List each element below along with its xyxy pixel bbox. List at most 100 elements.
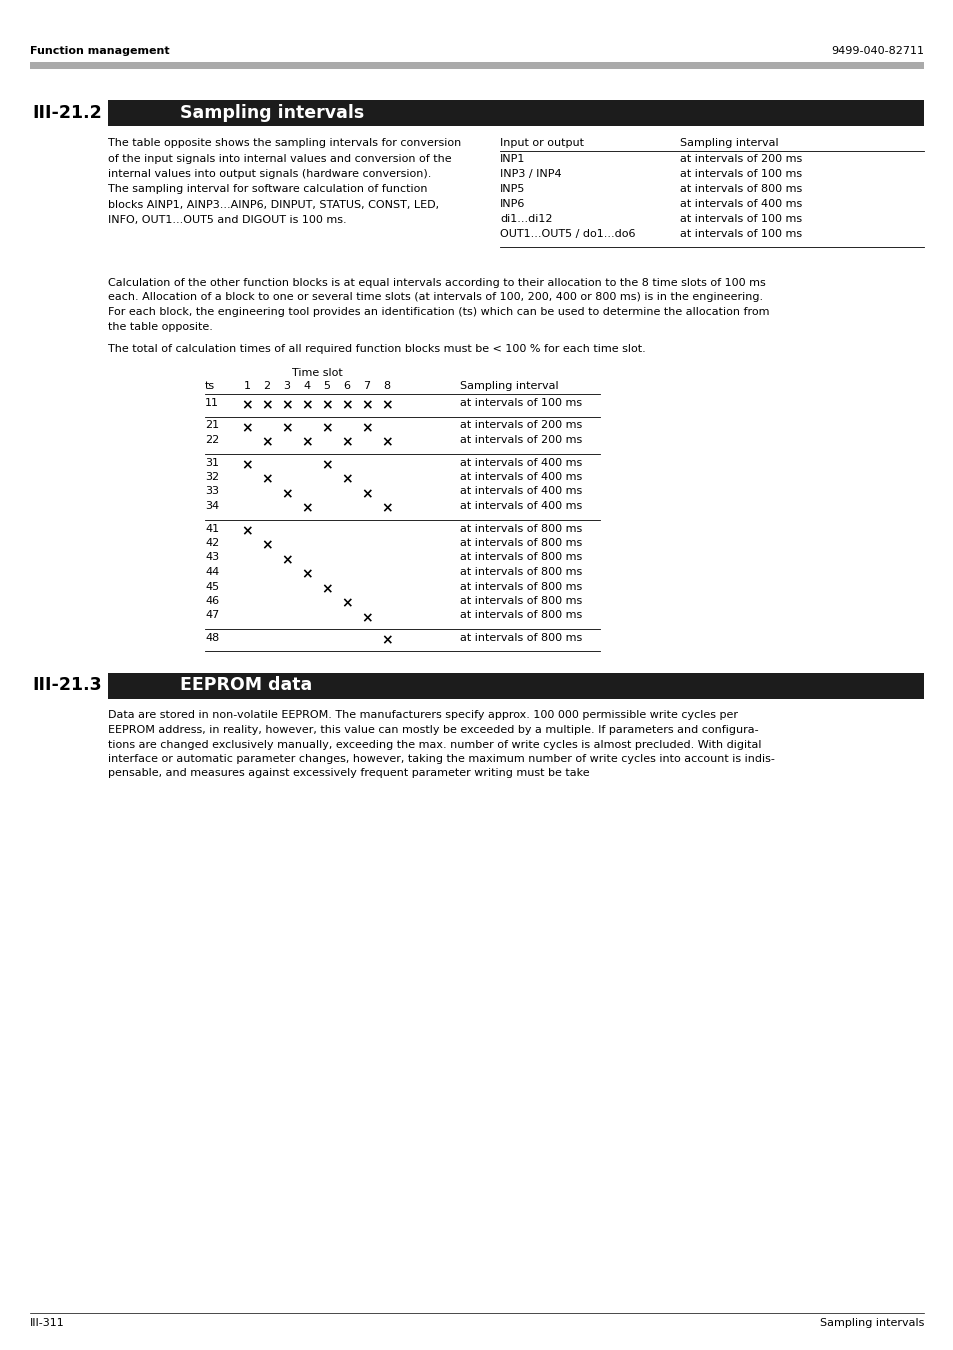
Text: ×: × <box>381 436 393 450</box>
Text: 48: 48 <box>205 633 219 643</box>
Text: at intervals of 100 ms: at intervals of 100 ms <box>679 215 801 224</box>
Text: ×: × <box>281 554 293 567</box>
Text: at intervals of 200 ms: at intervals of 200 ms <box>459 420 581 431</box>
Text: at intervals of 200 ms: at intervals of 200 ms <box>679 154 801 163</box>
Text: Sampling interval: Sampling interval <box>679 138 778 148</box>
Text: III-21.2: III-21.2 <box>32 104 102 122</box>
Text: 41: 41 <box>205 524 219 533</box>
Text: ×: × <box>381 633 393 648</box>
Text: at intervals of 400 ms: at intervals of 400 ms <box>459 472 581 482</box>
Text: ×: × <box>341 472 353 486</box>
Text: The total of calculation times of all required function blocks must be < 100 % f: The total of calculation times of all re… <box>108 344 645 354</box>
Text: at intervals of 800 ms: at intervals of 800 ms <box>459 552 581 563</box>
Text: ×: × <box>261 436 273 450</box>
Text: ×: × <box>361 612 373 625</box>
Text: ×: × <box>361 487 373 501</box>
Text: of the input signals into internal values and conversion of the: of the input signals into internal value… <box>108 154 451 163</box>
Text: at intervals of 400 ms: at intervals of 400 ms <box>459 458 581 467</box>
Text: INP6: INP6 <box>499 198 525 209</box>
Text: at intervals of 800 ms: at intervals of 800 ms <box>459 524 581 533</box>
Text: ×: × <box>301 567 313 582</box>
Text: ×: × <box>261 539 273 552</box>
Text: 32: 32 <box>205 472 219 482</box>
Text: INP1: INP1 <box>499 154 525 163</box>
Text: 3: 3 <box>283 381 291 392</box>
Text: INP3 / INP4: INP3 / INP4 <box>499 169 561 180</box>
Text: ×: × <box>321 421 333 435</box>
Text: blocks AINP1, AINP3...AINP6, DINPUT, STATUS, CONST, LED,: blocks AINP1, AINP3...AINP6, DINPUT, STA… <box>108 200 438 211</box>
Text: ×: × <box>261 398 273 413</box>
Bar <box>108 100 923 126</box>
Text: ×: × <box>281 398 293 413</box>
Text: internal values into output signals (hardware conversion).: internal values into output signals (har… <box>108 169 431 180</box>
Text: at intervals of 400 ms: at intervals of 400 ms <box>679 198 801 209</box>
Text: Sampling intervals: Sampling intervals <box>819 1318 923 1328</box>
Text: EEPROM data: EEPROM data <box>180 676 312 694</box>
Text: ×: × <box>361 421 373 435</box>
Text: ×: × <box>241 458 253 472</box>
Text: 45: 45 <box>205 582 219 591</box>
Text: at intervals of 800 ms: at intervals of 800 ms <box>459 567 581 576</box>
Text: ×: × <box>261 472 273 486</box>
Text: ×: × <box>241 524 253 539</box>
Text: The table opposite shows the sampling intervals for conversion: The table opposite shows the sampling in… <box>108 138 460 148</box>
Text: For each block, the engineering tool provides an identification (ts) which can b: For each block, the engineering tool pro… <box>108 306 769 317</box>
Text: at intervals of 800 ms: at intervals of 800 ms <box>459 582 581 591</box>
Text: ×: × <box>381 398 393 413</box>
Text: EEPROM address, in reality, however, this value can mostly be exceeded by a mult: EEPROM address, in reality, however, thi… <box>108 725 758 734</box>
Text: Time slot: Time slot <box>292 369 342 378</box>
Text: 7: 7 <box>363 381 370 392</box>
Text: ×: × <box>281 487 293 501</box>
Text: III-21.3: III-21.3 <box>32 676 102 694</box>
Text: 34: 34 <box>205 501 219 512</box>
Text: Sampling intervals: Sampling intervals <box>180 104 364 122</box>
Text: ×: × <box>241 421 253 435</box>
Text: at intervals of 100 ms: at intervals of 100 ms <box>459 398 581 408</box>
Text: ×: × <box>321 582 333 595</box>
Text: INFO, OUT1...OUT5 and DIGOUT is 100 ms.: INFO, OUT1...OUT5 and DIGOUT is 100 ms. <box>108 216 346 225</box>
Text: 5: 5 <box>323 381 330 392</box>
Text: 43: 43 <box>205 552 219 563</box>
Text: at intervals of 100 ms: at intervals of 100 ms <box>679 230 801 239</box>
Text: III-311: III-311 <box>30 1318 65 1328</box>
Text: Calculation of the other function blocks is at equal intervals according to thei: Calculation of the other function blocks… <box>108 278 765 288</box>
Text: 44: 44 <box>205 567 219 576</box>
Text: ×: × <box>341 436 353 450</box>
Text: ×: × <box>361 398 373 413</box>
Text: OUT1...OUT5 / do1...do6: OUT1...OUT5 / do1...do6 <box>499 230 635 239</box>
Text: at intervals of 400 ms: at intervals of 400 ms <box>459 501 581 512</box>
Text: at intervals of 100 ms: at intervals of 100 ms <box>679 169 801 180</box>
Text: the table opposite.: the table opposite. <box>108 321 213 332</box>
Text: INP5: INP5 <box>499 184 525 194</box>
Text: The sampling interval for software calculation of function: The sampling interval for software calcu… <box>108 185 427 194</box>
Text: at intervals of 200 ms: at intervals of 200 ms <box>459 435 581 446</box>
Text: 2: 2 <box>263 381 271 392</box>
Text: 22: 22 <box>205 435 219 446</box>
Text: 46: 46 <box>205 595 219 606</box>
Text: 1: 1 <box>243 381 251 392</box>
Text: 31: 31 <box>205 458 219 467</box>
Text: Sampling interval: Sampling interval <box>459 381 558 392</box>
Text: Function management: Function management <box>30 46 170 55</box>
Text: ×: × <box>301 398 313 413</box>
Text: ×: × <box>321 398 333 413</box>
Text: at intervals of 800 ms: at intervals of 800 ms <box>679 184 801 194</box>
Text: 4: 4 <box>303 381 311 392</box>
Text: at intervals of 400 ms: at intervals of 400 ms <box>459 486 581 497</box>
Text: ×: × <box>281 421 293 435</box>
Text: 47: 47 <box>205 610 219 621</box>
Text: each. Allocation of a block to one or several time slots (at intervals of 100, 2: each. Allocation of a block to one or se… <box>108 293 762 302</box>
Text: at intervals of 800 ms: at intervals of 800 ms <box>459 610 581 621</box>
Text: at intervals of 800 ms: at intervals of 800 ms <box>459 539 581 548</box>
Text: ×: × <box>381 501 393 516</box>
Text: ×: × <box>301 501 313 516</box>
Text: 33: 33 <box>205 486 219 497</box>
Text: 8: 8 <box>383 381 390 392</box>
Text: at intervals of 800 ms: at intervals of 800 ms <box>459 595 581 606</box>
Text: tions are changed exclusively manually, exceeding the max. number of write cycle: tions are changed exclusively manually, … <box>108 740 760 749</box>
Text: 42: 42 <box>205 539 219 548</box>
Bar <box>108 672 923 698</box>
Text: 6: 6 <box>343 381 350 392</box>
Text: ×: × <box>341 398 353 413</box>
Text: Input or output: Input or output <box>499 138 583 148</box>
